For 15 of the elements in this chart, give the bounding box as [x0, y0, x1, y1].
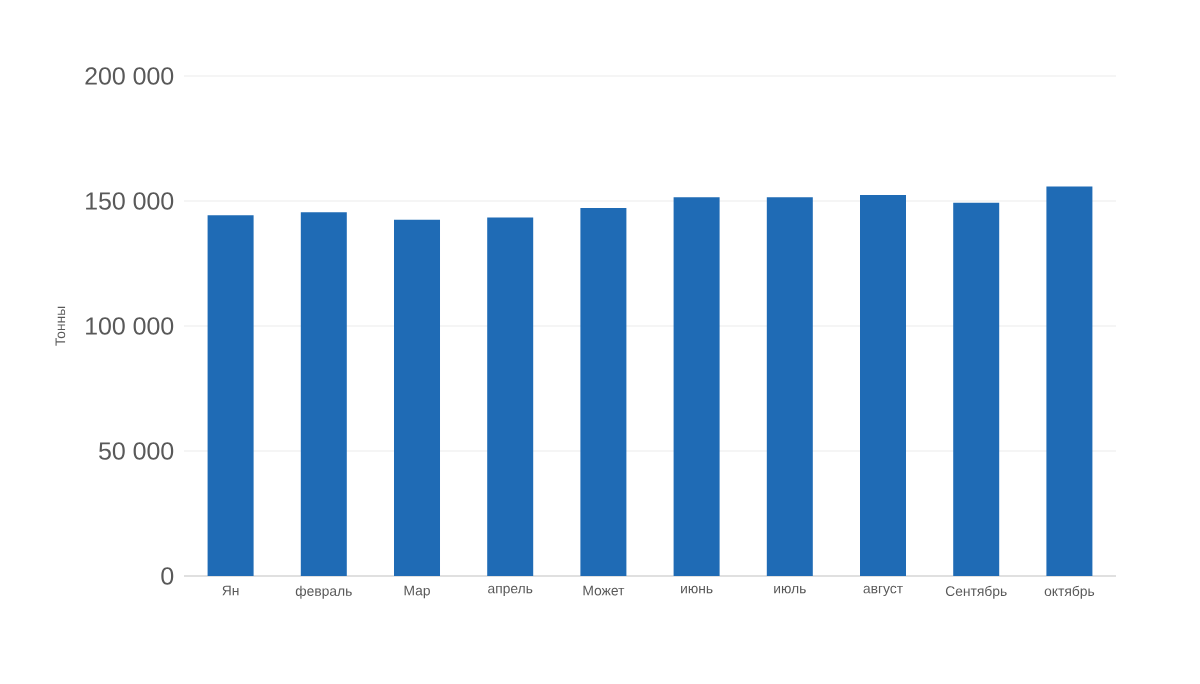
y-tick-label: 200 000	[85, 67, 174, 85]
bar	[766, 197, 813, 576]
bar	[860, 195, 906, 576]
y-tick-label: 100 000	[86, 317, 174, 335]
bar	[580, 208, 627, 576]
y-tick-label: 0	[161, 567, 174, 585]
bar	[207, 215, 254, 576]
bar	[953, 202, 1000, 576]
bar	[394, 219, 441, 576]
y-tick-label: 150 000	[86, 192, 174, 210]
bar	[1046, 186, 1093, 576]
y-tick-label: 50 000	[99, 442, 174, 460]
bar	[673, 197, 720, 576]
bar	[487, 217, 534, 576]
bar	[300, 212, 347, 576]
